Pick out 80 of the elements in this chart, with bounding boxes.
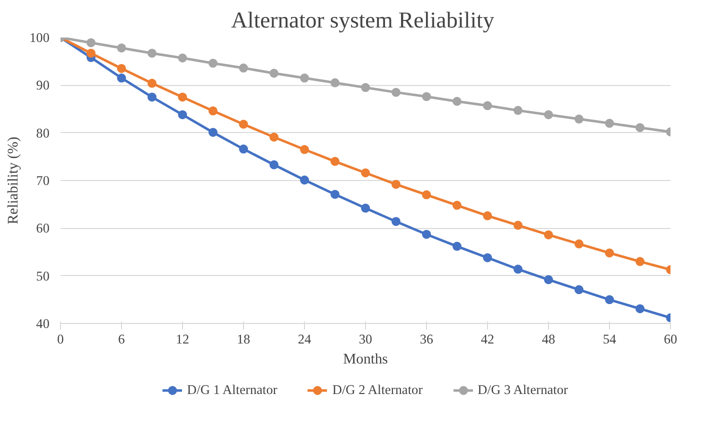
x-tick-label: 12 [176,332,190,346]
x-tick-label: 6 [118,332,126,346]
x-tick-label: 60 [664,332,678,346]
point [605,248,614,258]
point [86,38,96,48]
point [452,96,462,106]
point [636,257,644,266]
point [148,48,156,58]
x-tick-label: 18 [236,332,250,346]
point [300,74,309,83]
point [422,230,431,239]
point [178,54,187,62]
point [605,118,614,128]
point [422,190,431,200]
point [361,204,370,213]
x-tick-label: 54 [602,332,616,346]
point [178,110,187,120]
point [178,92,187,102]
point [544,230,553,240]
legend-label: D/G 1 Alternator [187,382,278,398]
y-tick-label: 80 [36,125,50,140]
y-tick-label: 100 [30,30,50,45]
y-tick-label: 90 [36,78,50,93]
point [605,295,614,304]
point [392,217,400,226]
chart-title: Alternator system Reliability [231,8,495,32]
point [574,285,584,294]
point [574,114,584,124]
point [422,92,431,102]
y-tick-label: 40 [36,316,50,331]
x-tick-label: 36 [420,332,434,346]
point [270,160,278,170]
point [392,180,400,189]
x-tick-label: 48 [542,332,556,346]
y-tick-label: 60 [36,220,50,236]
point [483,101,492,110]
y-axis-title: Reliability (%) [6,136,22,224]
point [392,88,400,97]
x-tick-label: 30 [358,332,372,346]
legend-label: D/G 3 Alternator [478,382,568,398]
point [208,106,218,116]
y-tick-label: 70 [36,173,50,188]
point [239,144,248,154]
point [239,64,248,72]
point [148,92,156,102]
point [514,220,522,230]
point [514,106,522,115]
point [148,78,156,88]
point [636,304,644,314]
point [117,64,126,73]
point [544,110,553,120]
point [452,242,462,251]
point [574,239,584,248]
point [636,123,644,132]
point [330,156,340,166]
point [361,168,370,178]
point [270,68,278,78]
point [483,253,492,262]
point [330,190,340,199]
point [208,128,218,137]
point [86,48,96,58]
point [208,58,218,68]
x-tick-label: 42 [480,332,494,346]
point [270,132,278,142]
point [514,264,522,274]
point [300,145,309,154]
point [361,83,370,92]
point [117,43,126,52]
x-tick-label: 0 [57,332,64,346]
point [330,78,340,88]
point [239,120,248,129]
point [300,176,309,185]
x-axis-title: Months [343,352,388,368]
point [483,211,492,220]
point [452,200,462,210]
point [544,275,553,284]
x-tick-label: 24 [298,332,312,346]
legend-label: D/G 2 Alternator [332,382,423,398]
y-tick-label: 50 [36,268,50,284]
point [117,74,126,83]
